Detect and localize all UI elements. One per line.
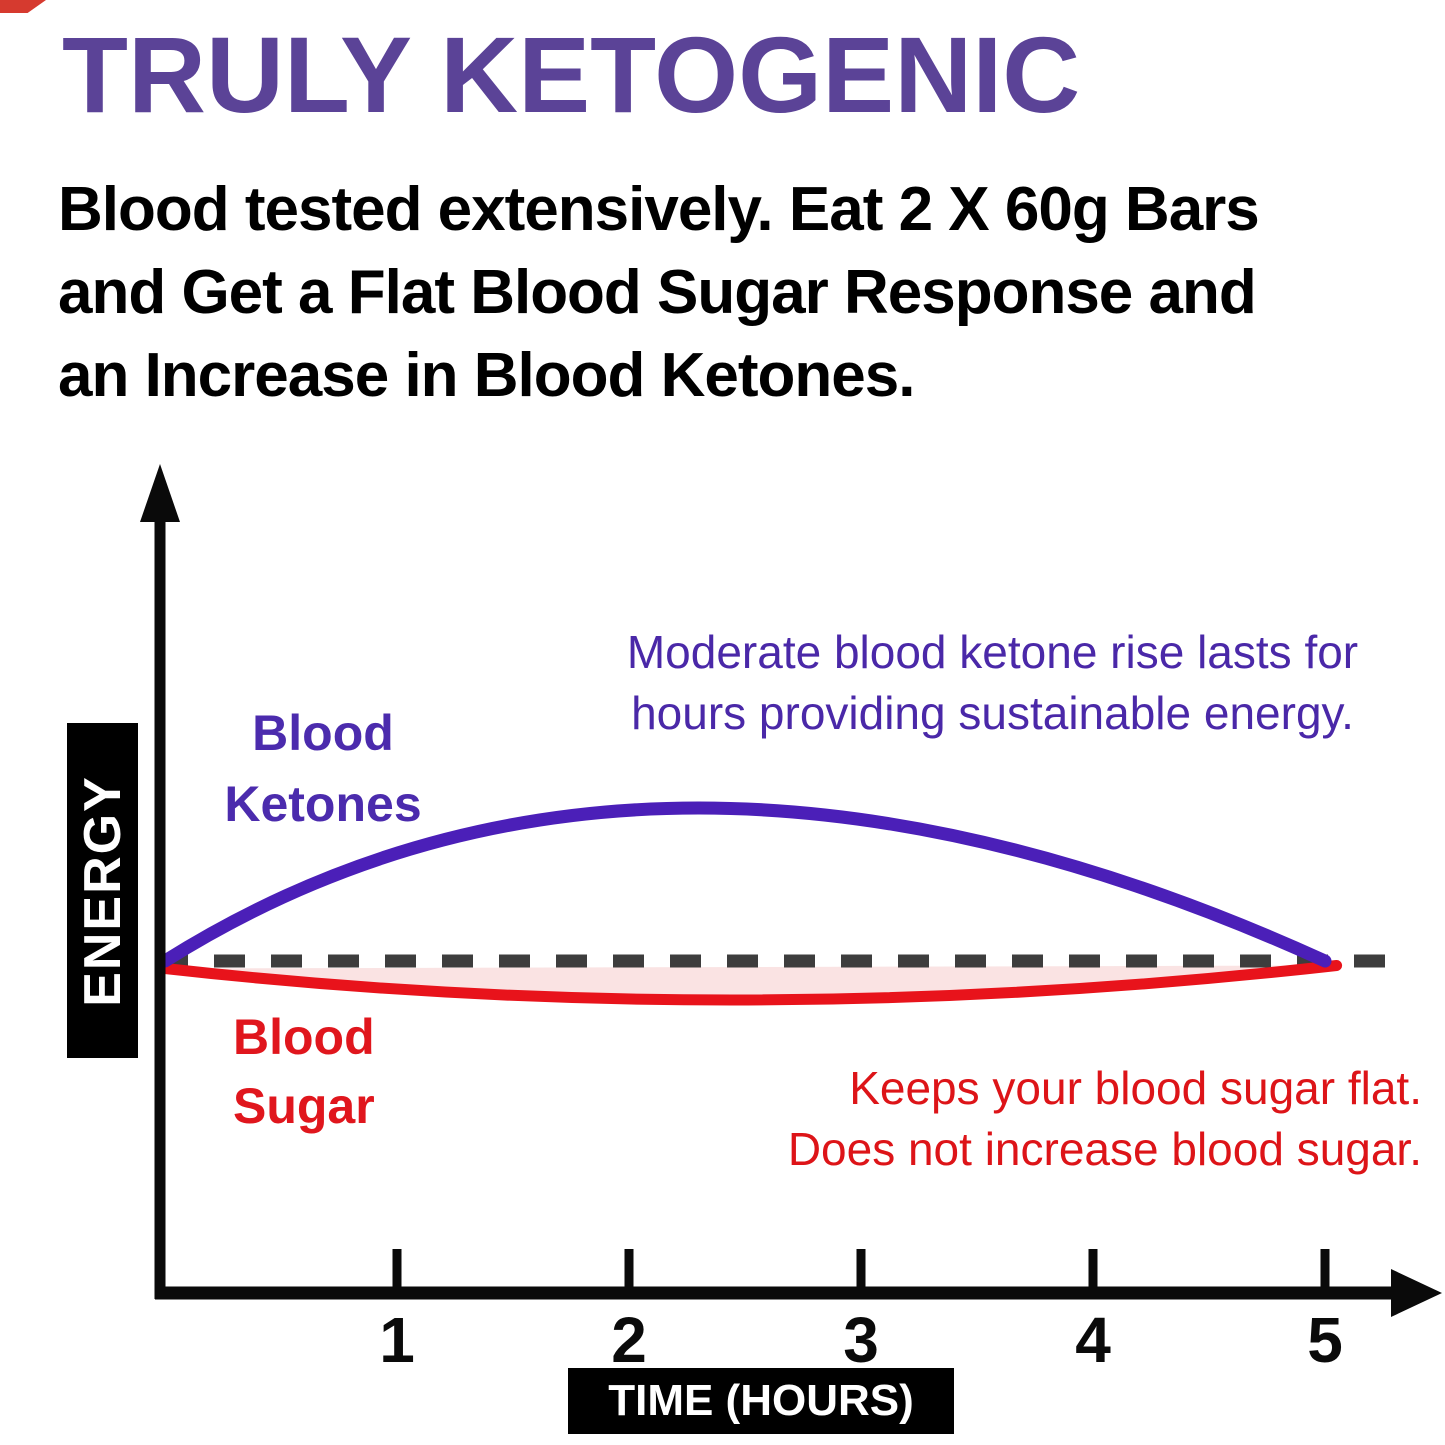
annotation-blood-sugar: Keeps your blood sugar flat. Does not in…: [600, 1058, 1422, 1180]
x-tick-label: 2: [611, 1304, 647, 1376]
x-axis-label: TIME (HOURS): [608, 1376, 914, 1425]
y-axis-label: ENERGY: [73, 774, 132, 1007]
annotation-blood-ketones: Moderate blood ketone rise lasts for hou…: [540, 622, 1445, 744]
subtitle-line-2: and Get a Flat Blood Sugar Response and: [58, 258, 1257, 327]
annotation-blood-sugar-line-1: Keeps your blood sugar flat.: [849, 1062, 1422, 1114]
subtitle: Blood tested extensively. Eat 2 X 60g Ba…: [58, 168, 1445, 417]
x-tick-label: 5: [1307, 1304, 1343, 1376]
series-label-blood-ketones: Blood Ketones: [224, 705, 422, 832]
x-axis-arrow-icon: [1391, 1269, 1442, 1317]
x-axis-label-box: TIME (HOURS): [568, 1368, 954, 1434]
y-axis-arrow-icon: [140, 464, 180, 522]
x-tick-label: 1: [379, 1304, 415, 1376]
blood-ketones-curve: [158, 801, 1332, 968]
x-tick-label: 3: [843, 1304, 879, 1376]
y-axis-label-box: ENERGY: [67, 723, 138, 1058]
subtitle-line-3: an Increase in Blood Ketones.: [58, 341, 915, 410]
annotation-blood-ketones-line-2: hours providing sustainable energy.: [631, 687, 1354, 739]
page-title: TRULY KETOGENIC: [62, 14, 1081, 135]
x-tick-label: 4: [1075, 1304, 1111, 1376]
series-label-blood-sugar: Blood Sugar: [233, 1009, 375, 1134]
annotation-blood-sugar-line-2: Does not increase blood sugar.: [787, 1123, 1422, 1175]
subtitle-line-1: Blood tested extensively. Eat 2 X 60g Ba…: [58, 175, 1260, 244]
annotation-blood-ketones-line-1: Moderate blood ketone rise lasts for: [626, 626, 1359, 678]
blood-sugar-curve: [159, 960, 1343, 1006]
